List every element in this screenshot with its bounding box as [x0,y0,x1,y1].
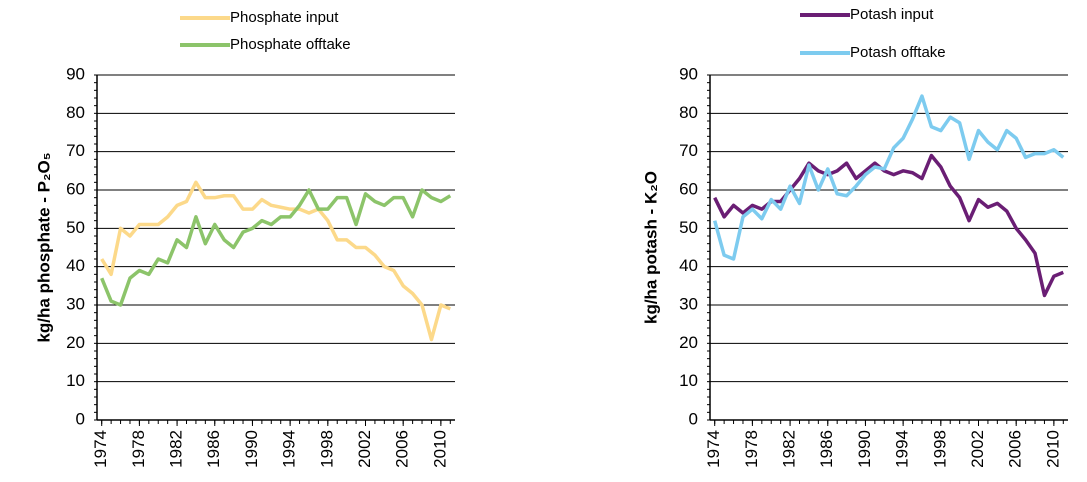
y-tick-label: 60 [66,179,85,198]
line-series [100,180,451,342]
x-tick-label: 2006 [393,430,412,468]
legend-label: Phosphate input [230,9,339,26]
x-tick-label: 1986 [204,430,223,468]
y-tick-label: 80 [66,103,85,122]
y-tick-label: 10 [679,371,698,390]
x-tick-label: 1986 [817,430,836,468]
x-tick-label: 1974 [91,430,110,468]
x-tick-label: 2006 [1006,430,1025,468]
x-tick-label: 1990 [855,430,874,468]
x-tick-label: 1974 [704,430,723,468]
x-tick-label: 2002 [968,430,987,468]
y-tick-label: 60 [679,179,698,198]
x-tick-label: 1978 [742,430,761,468]
y-tick-label: 70 [679,141,698,160]
y-tick-label: 90 [679,64,698,83]
x-tick-label: 1994 [893,430,912,468]
y-axis-label: kg/ha phosphate - P₂O₅ [34,152,53,342]
y-tick-label: 30 [66,294,85,313]
x-tick-label: 1978 [129,430,148,468]
x-tick-label: 2002 [355,430,374,468]
y-axis-label: kg/ha potash - K₂O [641,171,660,324]
y-tick-label: 90 [66,64,85,83]
legend-label: Potash input [850,6,934,23]
y-tick-label: 70 [66,141,85,160]
x-tick-label: 2010 [1043,430,1062,468]
y-tick-label: 50 [66,218,85,237]
y-tick-label: 20 [679,333,698,352]
y-tick-label: 40 [679,256,698,275]
x-tick-label: 1982 [167,430,186,468]
x-tick-label: 1998 [317,430,336,468]
x-tick-label: 1990 [242,430,261,468]
legend-label: Potash offtake [850,44,946,61]
y-tick-label: 30 [679,294,698,313]
legend-label: Phosphate offtake [230,36,351,53]
x-tick-label: 1998 [930,430,949,468]
line-series [100,188,452,307]
y-tick-label: 50 [679,218,698,237]
y-tick-label: 0 [689,409,698,428]
x-tick-label: 1994 [280,430,299,468]
y-tick-label: 20 [66,333,85,352]
line-series [713,153,1064,298]
line-series [713,94,1065,261]
x-tick-label: 2010 [430,430,449,468]
y-tick-label: 80 [679,103,698,122]
y-tick-label: 10 [66,371,85,390]
x-tick-label: 1982 [780,430,799,468]
y-tick-label: 0 [76,409,85,428]
y-tick-label: 40 [66,256,85,275]
